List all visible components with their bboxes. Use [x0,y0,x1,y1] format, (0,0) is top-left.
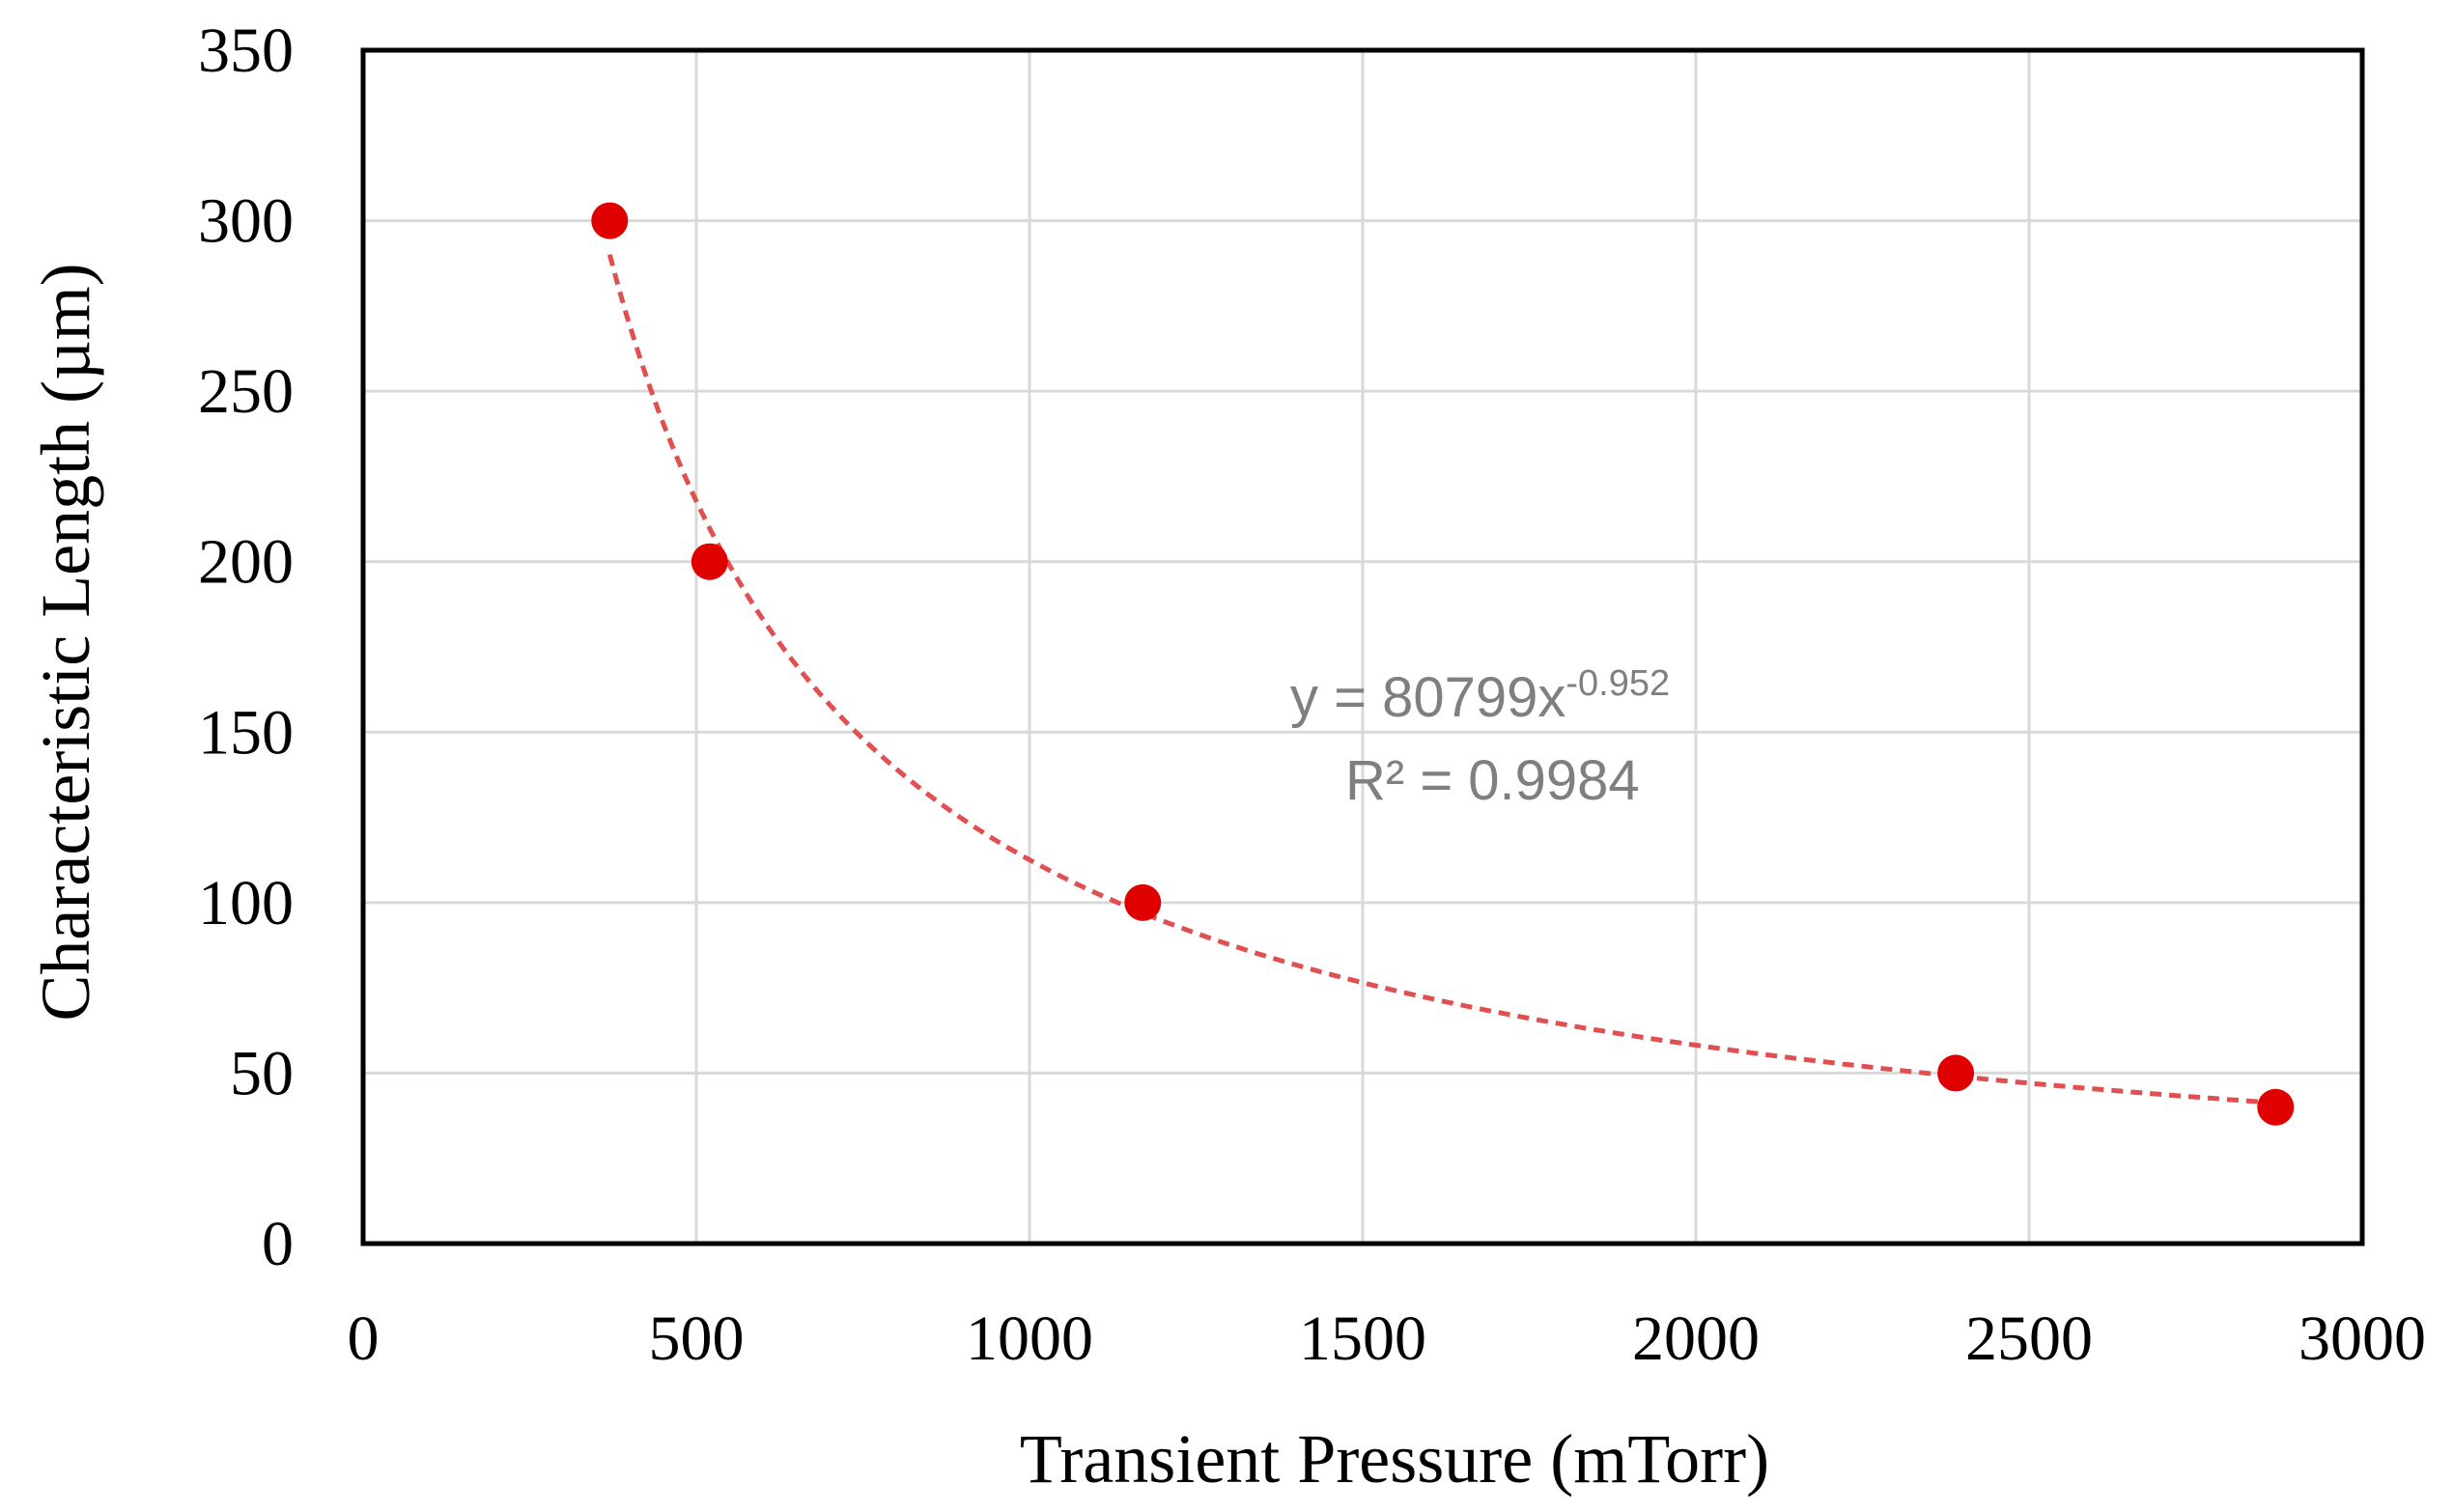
data-point-0 [591,202,629,239]
x-tick-label-1: 500 [649,1303,745,1374]
gridlines [361,48,2364,1246]
plot-area-border [360,47,2365,1246]
trendline-equation-base: y = 80799x [1290,666,1565,729]
x-axis-title: Transient Pressure (mTorr) [1020,1420,1769,1498]
x-tick-label-5: 2500 [1965,1303,2093,1374]
data-point-2 [1124,883,1162,921]
x-tick-label-0: 0 [348,1303,380,1374]
trendline-equation: y = 80799x-0.952 [1290,663,1670,729]
y-tick-label-4: 200 [198,527,294,598]
trendline-curve [606,254,2276,1106]
data-point-3 [1937,1054,1975,1092]
y-tick-labels: 0 50 100 150 200 250 300 350 [198,15,294,1279]
trendline-equation-exponent: -0.952 [1565,663,1670,704]
x-tick-label-4: 2000 [1632,1303,1760,1374]
y-axis-title: Characteristic Length (µm) [27,263,104,1021]
data-point-4 [2257,1088,2295,1126]
x-tick-label-2: 1000 [966,1303,1093,1374]
x-tick-label-3: 1500 [1299,1303,1426,1374]
trendline-r-squared: R² = 0.9984 [1345,749,1640,812]
y-tick-label-5: 250 [198,356,294,427]
y-tick-label-0: 0 [262,1209,294,1279]
y-tick-label-1: 50 [230,1038,294,1108]
data-point-1 [691,543,728,580]
x-tick-label-6: 3000 [2298,1303,2426,1374]
x-tick-labels: 0 500 1000 1500 2000 2500 3000 [348,1303,2427,1374]
y-tick-label-7: 350 [198,15,294,86]
y-tick-label-6: 300 [198,186,294,257]
data-points [591,202,2295,1126]
y-tick-label-3: 150 [198,697,294,768]
trendline-group [606,254,2276,1106]
y-tick-label-2: 100 [198,868,294,938]
